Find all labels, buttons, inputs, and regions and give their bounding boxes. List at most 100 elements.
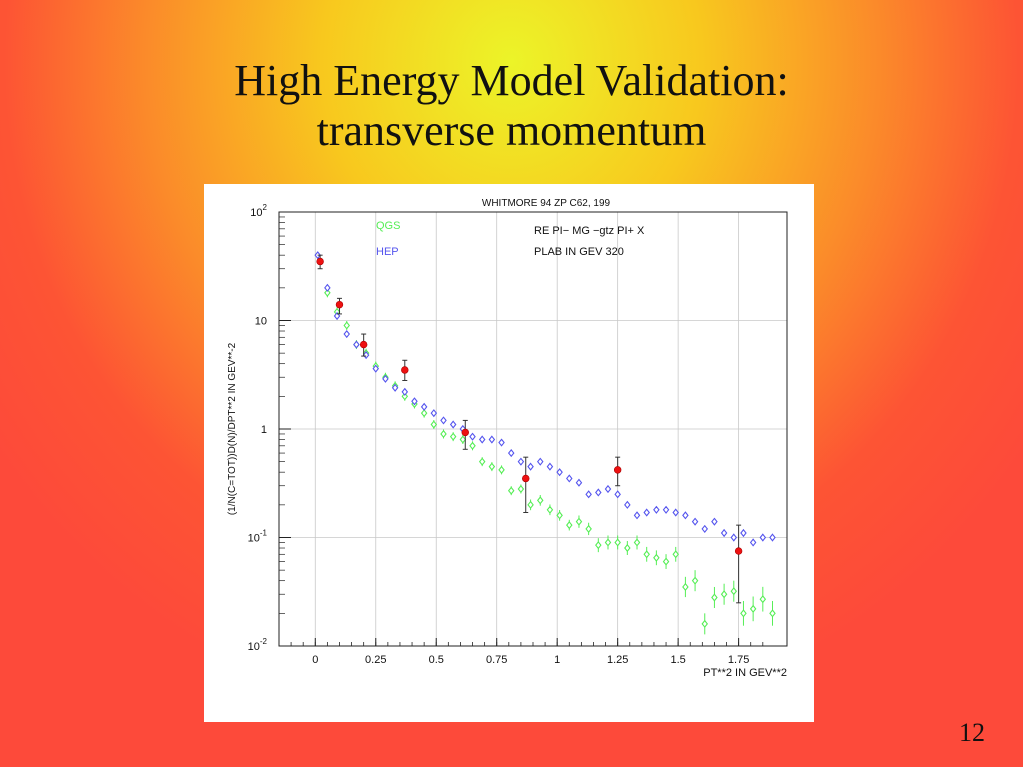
data-point	[359, 340, 368, 349]
hep-point	[769, 533, 776, 542]
qgs-point	[575, 517, 583, 526]
hep-point	[420, 402, 428, 411]
y-tick-label: 10-2	[248, 637, 268, 653]
qgs-point	[749, 604, 757, 613]
hep-point	[536, 457, 544, 466]
hep-point	[488, 435, 496, 444]
qgs-point	[517, 484, 525, 494]
data-point	[734, 547, 743, 555]
hep-point	[720, 528, 728, 538]
page-number: 12	[959, 718, 985, 747]
chart-title: WHITMORE 94 ZP C62, 199	[482, 198, 611, 209]
hep-point	[324, 283, 331, 292]
qgs-point	[691, 576, 699, 585]
slide-title-line-1: High Energy Model Validation:	[234, 56, 789, 105]
qgs-point	[701, 619, 709, 628]
qgs-point	[343, 321, 350, 330]
y-tick-label: 1	[261, 424, 267, 436]
x-tick-label: 1.75	[728, 654, 749, 666]
y-tick-label: 10-1	[248, 529, 268, 545]
qgs-point	[740, 609, 747, 618]
qgs-point	[769, 609, 776, 618]
qgs-point	[469, 441, 476, 450]
qgs-point	[759, 595, 767, 604]
qgs-point	[430, 420, 438, 429]
hep-point	[401, 387, 409, 396]
qgs-point	[420, 409, 428, 418]
y-axis-label: (1/N(C=TOT))D(N)/DPT**2 IN GEV**-2	[227, 342, 238, 515]
hep-point	[633, 511, 641, 520]
qgs-point	[507, 486, 515, 495]
slide-title-line-2: transverse momentum	[316, 106, 707, 155]
qgs-point	[566, 521, 573, 530]
hep-point	[527, 462, 534, 471]
x-tick-label: 0.5	[429, 654, 444, 666]
x-axis-label: PT**2 IN GEV**2	[703, 667, 787, 679]
hep-point	[507, 448, 515, 458]
qgs-point	[527, 500, 534, 509]
qgs-point	[498, 465, 505, 474]
hep-point	[449, 420, 457, 429]
qgs-point	[556, 511, 563, 520]
qgs-point	[633, 538, 641, 547]
hep-point	[730, 533, 738, 542]
chart-marks	[314, 251, 776, 635]
data-point	[316, 257, 324, 266]
hep-point	[478, 435, 486, 444]
grid	[279, 211, 787, 647]
qgs-point	[546, 505, 554, 514]
axis-ticks: 0 0.25 0.5 0.75 1 1.25 1.5 1.75 102 10 1 10-1 10-2	[248, 203, 764, 666]
qgs-point	[653, 553, 660, 562]
annotation-reaction: RE PI− MG −gtz PI+ X	[534, 225, 645, 237]
hep-point	[430, 409, 438, 418]
qgs-point	[459, 435, 467, 444]
qgs-point	[624, 543, 631, 553]
hep-point	[391, 383, 399, 392]
qgs-point	[643, 550, 650, 559]
hep-point	[382, 374, 389, 383]
data-point	[335, 300, 344, 309]
qgs-point	[440, 429, 447, 439]
x-tick-label: 0	[312, 654, 318, 666]
data-point	[522, 474, 530, 483]
hep-point	[517, 457, 525, 466]
hep-point	[343, 329, 350, 339]
slide-title: High Energy Model Validation: transverse…	[0, 56, 1023, 156]
hep-point	[566, 474, 573, 483]
hep-point	[411, 397, 418, 406]
chart: 0 0.25 0.5 0.75 1 1.25 1.5 1.75 102 10 1 10-1 10-2 W…	[227, 198, 788, 679]
qgs-point	[595, 541, 602, 550]
hep-point	[469, 432, 476, 441]
hep-point	[353, 340, 360, 349]
qgs-point	[682, 582, 689, 592]
x-tick-label: 1.25	[607, 654, 628, 666]
hep-point	[643, 508, 650, 517]
hep-point	[440, 416, 447, 425]
qgs-point	[324, 288, 331, 297]
legend-qgs: QGS	[376, 220, 400, 232]
hep-point	[556, 468, 563, 477]
legend-hep: HEP	[376, 246, 399, 258]
hep-point	[711, 517, 718, 526]
hep-point	[759, 533, 767, 542]
qgs-point	[585, 524, 592, 533]
annotation-plab: PLAB IN GEV 320	[534, 246, 624, 258]
qgs-point	[614, 538, 621, 547]
qgs-point	[536, 496, 544, 505]
qgs-point	[730, 587, 738, 596]
qgs-point	[604, 538, 612, 547]
qgs-point	[720, 590, 728, 599]
hep-point	[701, 524, 709, 533]
qgs-point	[662, 557, 670, 566]
hep-point	[749, 538, 757, 547]
data-point	[613, 466, 622, 474]
hep-point	[498, 438, 505, 447]
data-point	[401, 366, 409, 374]
hep-point	[604, 484, 612, 494]
hep-point	[662, 505, 670, 514]
y-tick-label: 10	[255, 316, 267, 328]
x-tick-label: 0.25	[365, 654, 386, 666]
qgs-point	[478, 457, 486, 466]
qgs-point	[401, 392, 409, 401]
hep-point	[546, 462, 554, 471]
